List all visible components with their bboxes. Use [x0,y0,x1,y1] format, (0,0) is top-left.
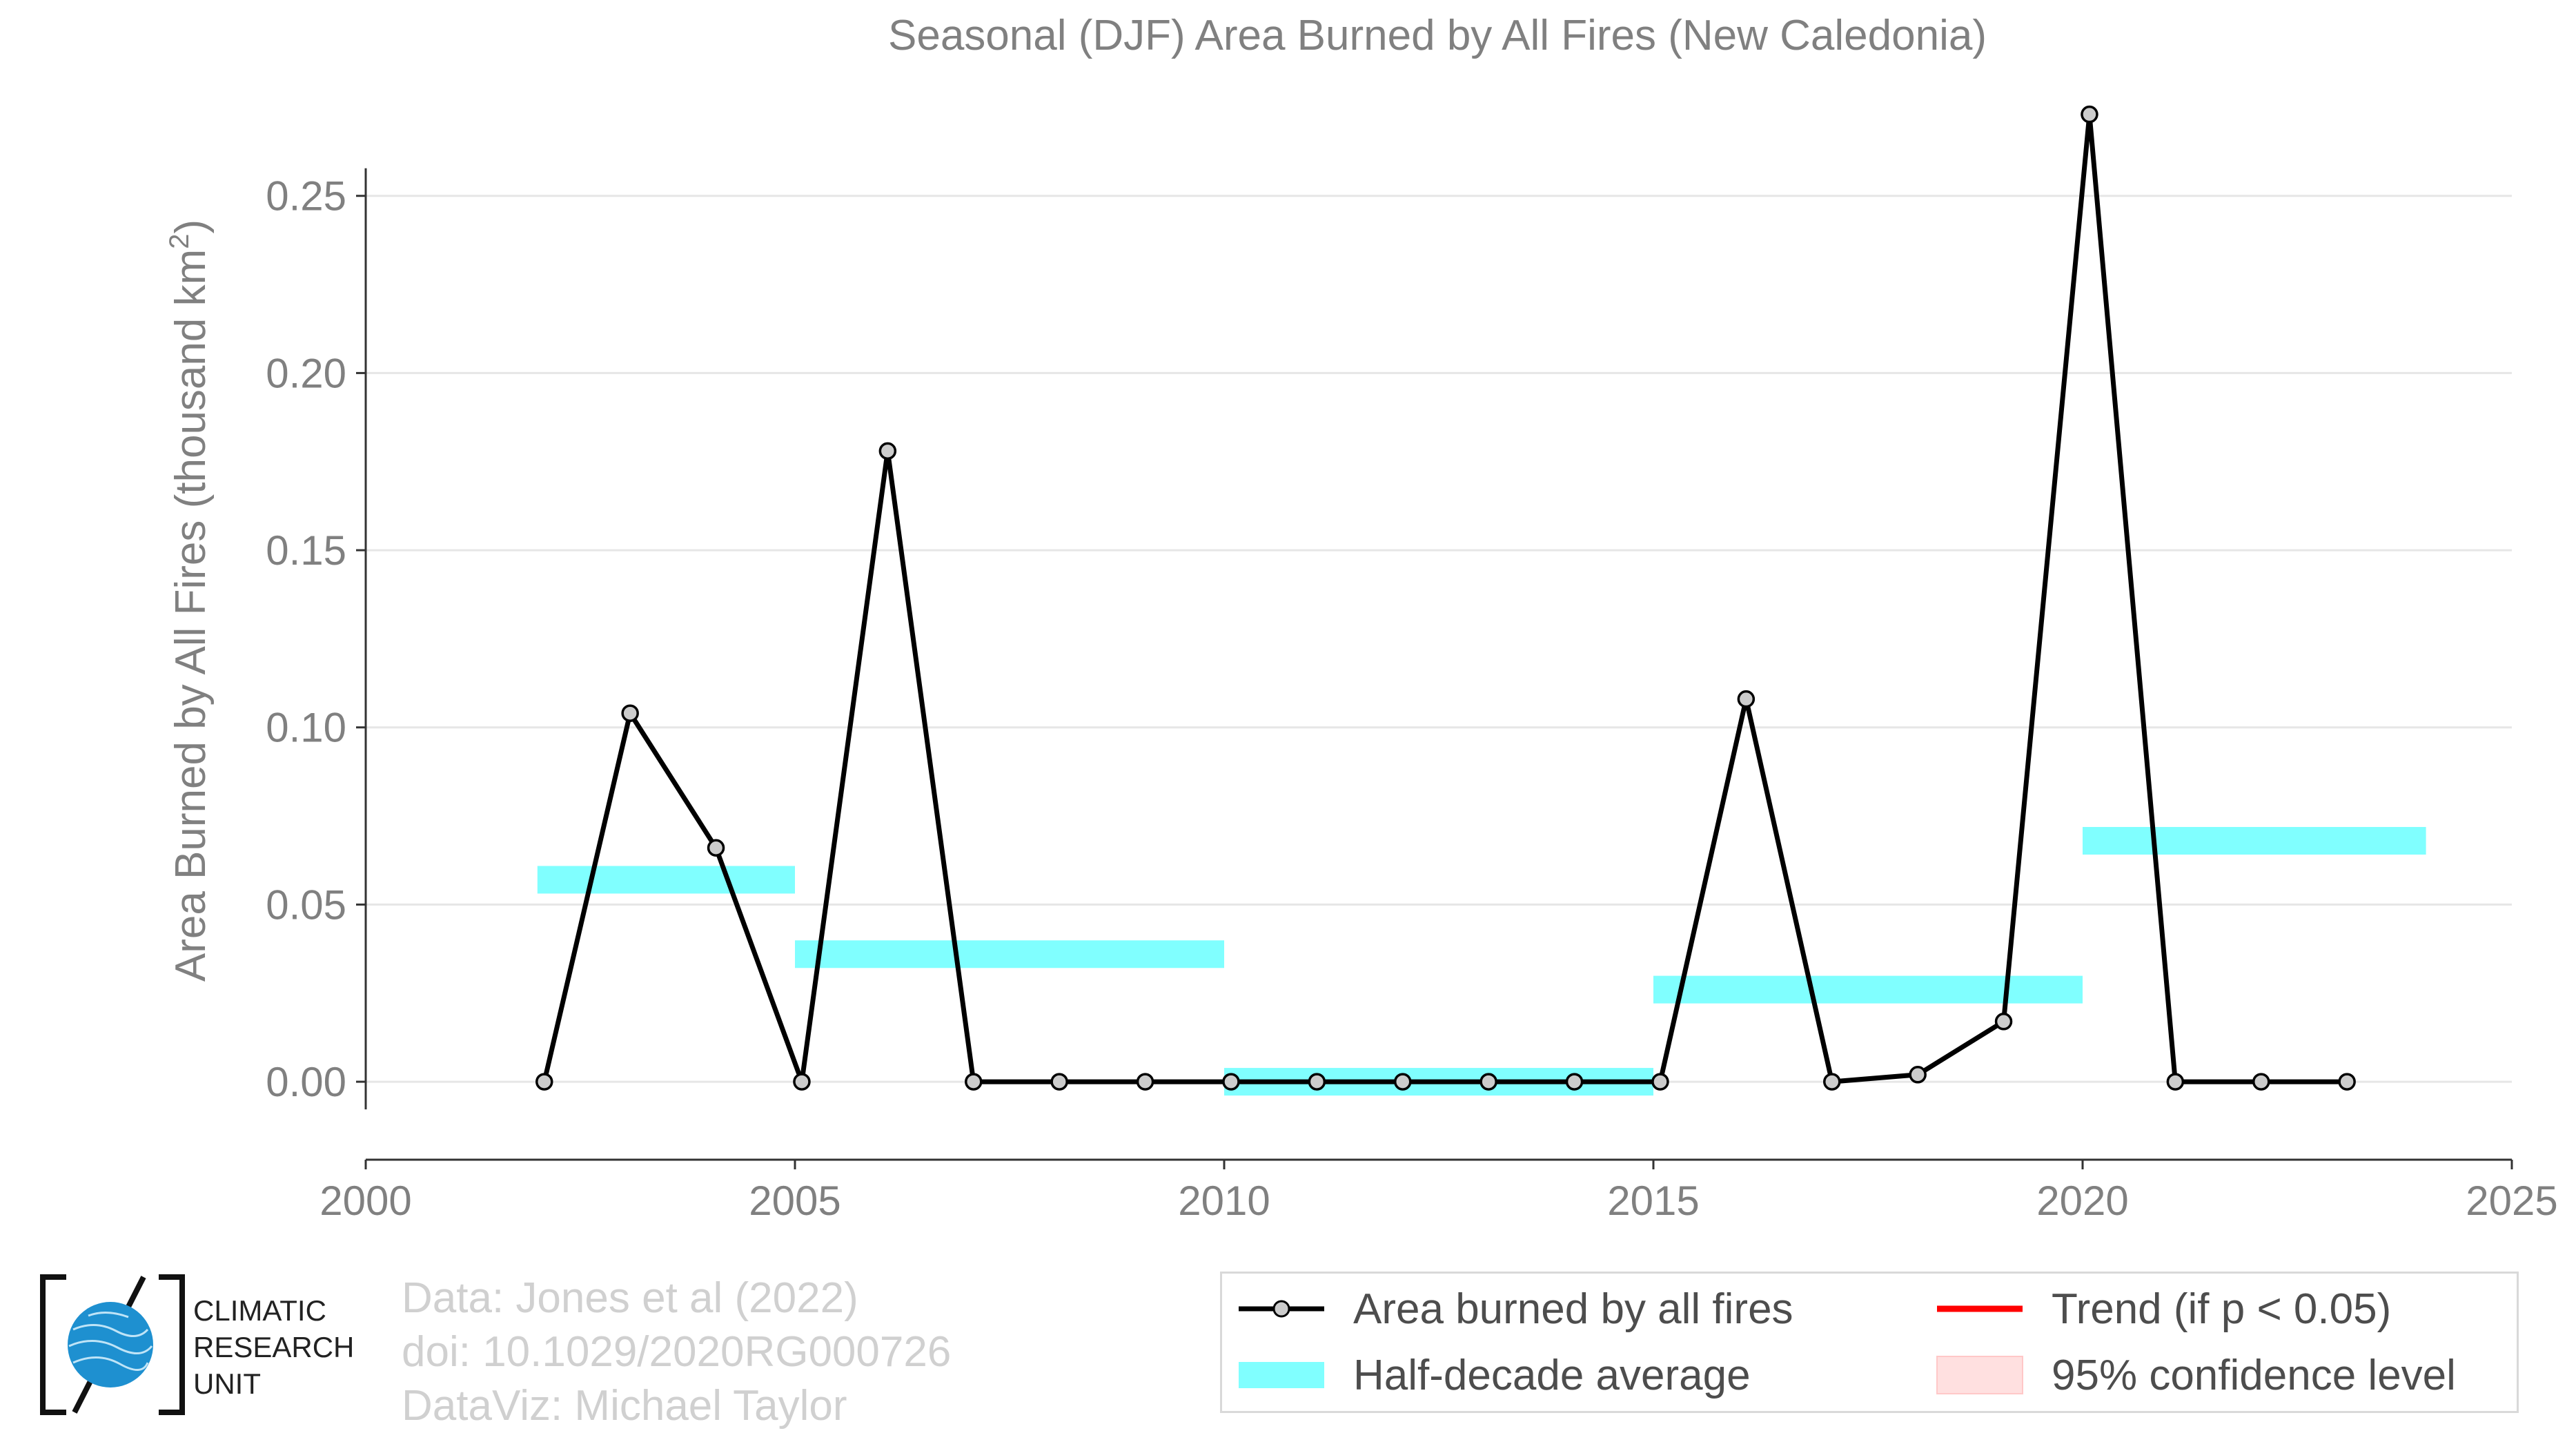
x-tick-label: 2015 [1607,1178,1699,1224]
cru-logo [40,1274,185,1415]
logo-line-3: UNIT [193,1367,261,1400]
data-point [1823,1073,1841,1091]
y-tick-label: 0.20 [266,350,346,396]
y-axis-label-close: ) [167,220,215,234]
legend-item-confidence: 95% confidence level [1931,1344,2456,1406]
credit-dataviz: DataViz: Michael Taylor [402,1382,847,1430]
data-point [1308,1073,1326,1091]
data-point [707,839,725,857]
data-point [621,704,639,722]
data-point [1909,1066,1927,1084]
legend-key-line-marker [1233,1278,1330,1340]
legend-label-trend: Trend (if p < 0.05) [2052,1285,2392,1333]
legend-key-half-decade-band [1233,1344,1330,1406]
x-tick-label: 2020 [2036,1178,2128,1224]
area-burned-series [535,105,2356,1091]
x-tick-label: 2005 [749,1178,840,1224]
y-axis-label-text: Area Burned by All Fires (thousand km [167,249,215,982]
cru-logo-text: CLIMATIC RESEARCH UNIT [193,1292,354,1402]
legend: Area burned by all fires Trend (if p < 0… [1220,1272,2519,1413]
data-point [1994,1013,2013,1031]
half-decade-band [537,866,795,894]
data-point [1737,690,1756,708]
credit-doi: doi: 10.1029/2020RG000726 [402,1328,952,1376]
x-tick-label: 2000 [319,1178,411,1224]
gridlines [366,195,2512,1083]
legend-item-trend: Trend (if p < 0.05) [1931,1278,2391,1340]
cru-logo-icon [40,1274,185,1415]
data-point [1565,1073,1584,1091]
legend-item-half-decade: Half-decade average [1233,1344,1751,1406]
data-point [965,1073,983,1091]
legend-label-half-decade: Half-decade average [1353,1351,1751,1399]
data-point [1651,1073,1669,1091]
x-tick-label: 2010 [1178,1178,1270,1224]
data-point [1136,1073,1154,1091]
data-credits: Data: Jones et al (2022) doi: 10.1029/20… [402,1272,951,1433]
logo-line-2: RESEARCH [193,1331,355,1363]
y-tick-label: 0.00 [266,1059,346,1105]
data-point [2081,105,2098,124]
data-point [1222,1073,1240,1091]
data-point [793,1073,811,1091]
legend-label-area-burned: Area burned by all fires [1353,1285,1793,1333]
data-point [1479,1073,1497,1091]
legend-label-confidence: 95% confidence level [2052,1351,2456,1399]
legend-key-trend-line [1931,1278,2028,1340]
x-tick-label: 2025 [2466,1178,2557,1224]
data-point [535,1073,553,1091]
y-tick-label: 0.15 [266,527,346,574]
data-point [1394,1073,1412,1091]
axes: 0.00 0.05 0.10 0.15 0.20 0.25 2000 2005 2010 2015… [266,168,2558,1224]
half-decade-band [795,940,1224,968]
data-point [2166,1073,2185,1091]
legend-item-area-burned: Area burned by all fires [1233,1278,1793,1340]
data-point [2252,1073,2270,1091]
y-axis-label: Area Burned by All Fires (thousand km2) [164,220,215,982]
chart: Seasonal (DJF) Area Burned by All Fires … [164,12,2558,1224]
half-decade-band [2083,827,2426,855]
y-tick-label: 0.05 [266,882,346,928]
data-point [1050,1073,1068,1091]
half-decade-band [1653,975,2083,1004]
data-point [878,442,897,460]
y-axis-label-superscript: 2 [164,234,195,249]
y-tick-label: 0.10 [266,705,346,751]
legend-key-confidence-band [1931,1344,2028,1406]
chart-title: Seasonal (DJF) Area Burned by All Fires … [888,12,1987,59]
logo-line-1: CLIMATIC [193,1294,326,1327]
credit-data-source: Data: Jones et al (2022) [402,1274,858,1322]
data-point [2338,1073,2356,1091]
area-burned-line [542,114,2348,1084]
half-decade-average-bands [537,827,2426,1096]
y-tick-label: 0.25 [266,173,346,220]
